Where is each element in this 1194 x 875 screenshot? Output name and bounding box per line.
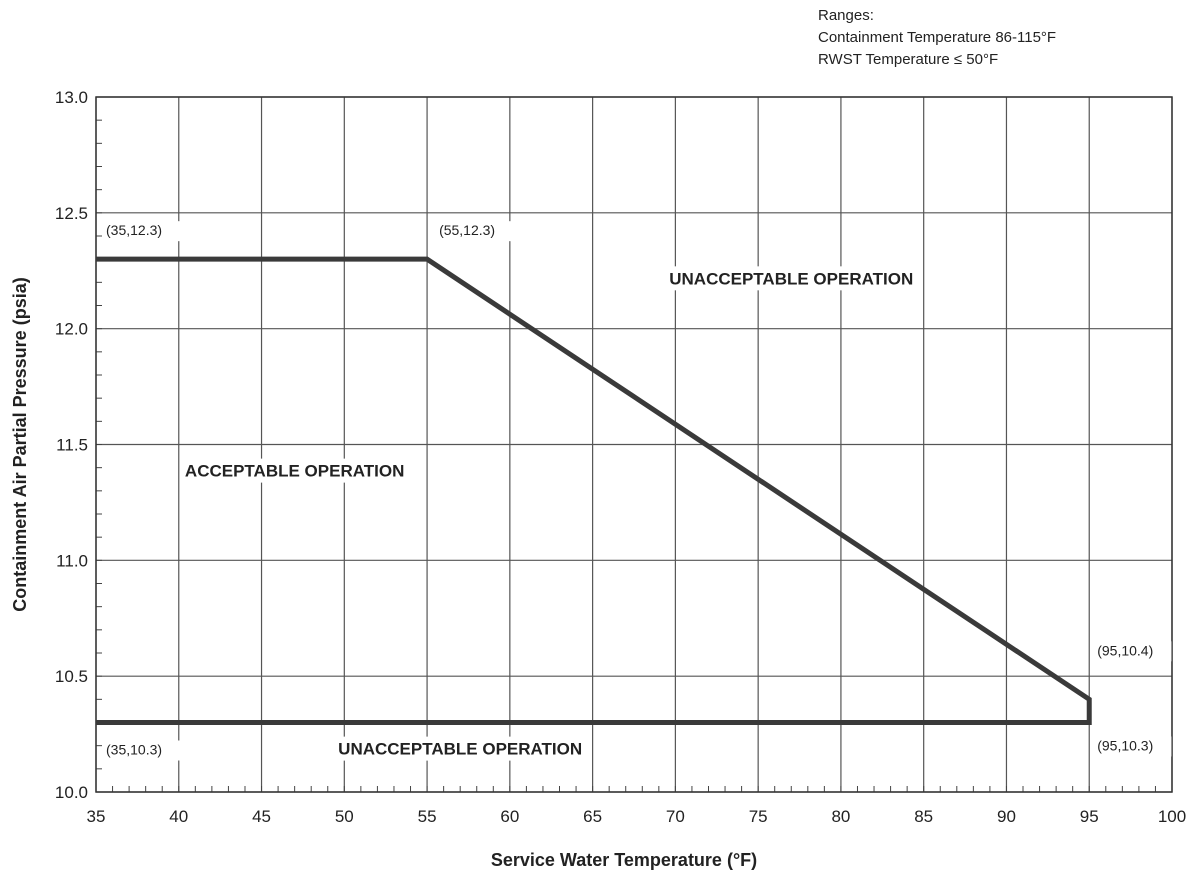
x-tick-label: 95 xyxy=(1080,807,1099,826)
region-labels: UNACCEPTABLE OPERATION ACCEPTABLE OPERATI… xyxy=(180,266,916,761)
x-tick-label: 70 xyxy=(666,807,685,826)
x-tick-label: 45 xyxy=(252,807,271,826)
x-tick-label: 35 xyxy=(87,807,106,826)
series xyxy=(96,256,1092,725)
ranges-line: Containment Temperature 86-115°F xyxy=(818,29,1056,46)
y-tick-label: 13.0 xyxy=(55,88,88,107)
x-tick-label: 60 xyxy=(500,807,519,826)
point-label-bg xyxy=(1093,641,1172,662)
x-tick-label: 100 xyxy=(1158,807,1186,826)
y-tick-label: 11.0 xyxy=(56,551,88,570)
x-tick-label: 75 xyxy=(749,807,768,826)
y-tick-label: 10.0 xyxy=(55,783,88,802)
x-tick-label: 90 xyxy=(997,807,1016,826)
point-labels: (35,12.3) (55,12.3) (95,10.4) (35,10.3) (95,… xyxy=(102,221,1172,761)
region-label-bg xyxy=(180,458,409,483)
y-axis-title: Containment Air Partial Pressure (psia) xyxy=(10,277,30,611)
region-label: UNACCEPTABLE OPERATION xyxy=(669,269,913,288)
point-label: (35,12.3) xyxy=(106,222,162,238)
ranges-note: Ranges: Containment Temperature 86-115°F R… xyxy=(818,7,1056,68)
x-tick-label: 50 xyxy=(335,807,354,826)
point-label-bg xyxy=(102,221,181,242)
y-tick-label: 10.5 xyxy=(55,667,88,686)
boundary-line xyxy=(96,256,1092,725)
plot-frame xyxy=(95,96,1173,793)
y-tick-label: 12.0 xyxy=(55,320,88,339)
region-label-bg xyxy=(335,736,585,761)
point-label: (35,10.3) xyxy=(106,742,162,758)
point-label-bg xyxy=(1093,736,1172,757)
grid xyxy=(95,96,1173,793)
point-label: (95,10.4) xyxy=(1097,642,1153,658)
ranges-line: Ranges: xyxy=(818,7,874,24)
x-tick-label: 80 xyxy=(831,807,850,826)
point-label-bg xyxy=(102,740,181,761)
x-tick-label: 40 xyxy=(169,807,188,826)
point-label: (55,12.3) xyxy=(439,222,495,238)
y-tick-label: 12.5 xyxy=(55,204,88,223)
x-tick-label: 55 xyxy=(418,807,437,826)
y-axis-ticks: 10.0 10.5 11.0 11.5 12.0 12.5 13.0 xyxy=(55,88,88,802)
ranges-line: RWST Temperature ≤ 50°F xyxy=(818,51,998,68)
region-label: UNACCEPTABLE OPERATION xyxy=(338,740,582,759)
point-label-bg xyxy=(435,221,514,242)
point-label: (95,10.3) xyxy=(1097,738,1153,754)
x-axis-title: Service Water Temperature (°F) xyxy=(491,850,757,870)
x-tick-label: 65 xyxy=(583,807,602,826)
x-tick-label: 85 xyxy=(914,807,933,826)
region-label-bg xyxy=(666,266,916,291)
y-tick-label: 11.5 xyxy=(56,436,88,455)
region-label: ACCEPTABLE OPERATION xyxy=(185,462,404,481)
x-axis-ticks: 35 40 45 50 55 60 65 70 75 80 85 90 95 100 xyxy=(87,807,1187,826)
minor-ticks xyxy=(95,96,1173,793)
